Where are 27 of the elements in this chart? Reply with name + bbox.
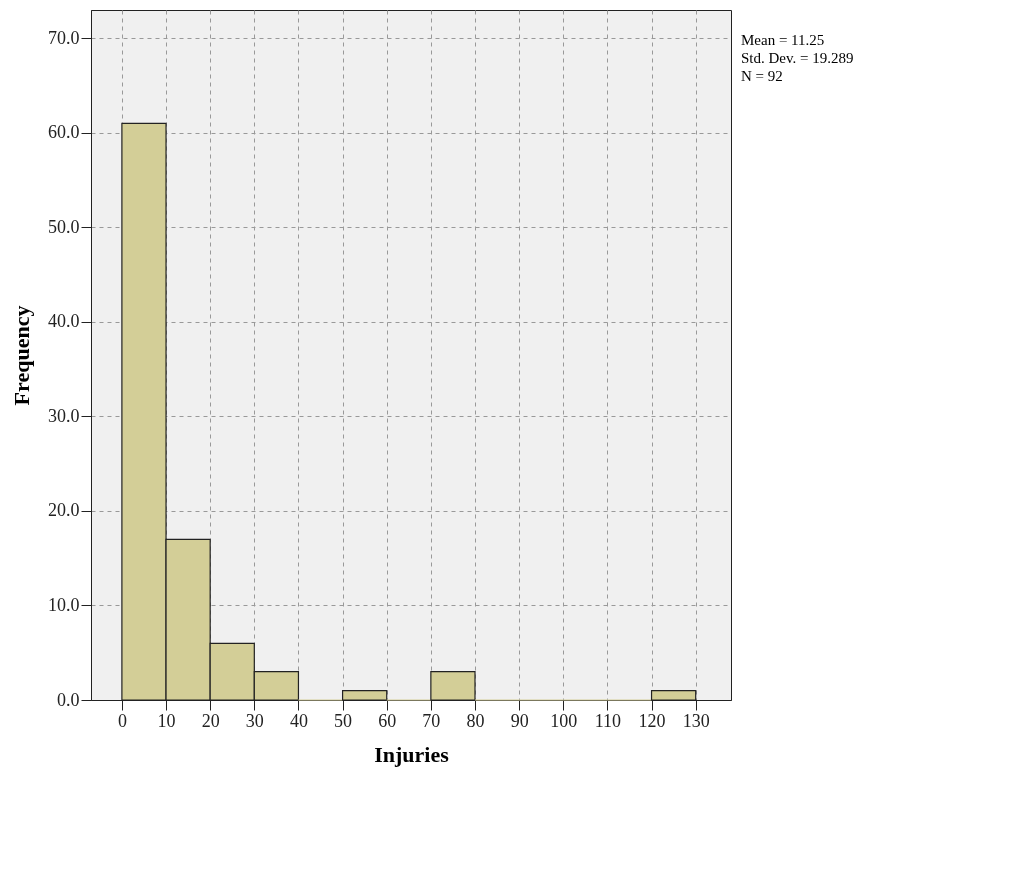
x-tick-label: 120 bbox=[638, 710, 666, 731]
y-axis-title: Frequency bbox=[9, 305, 34, 406]
y-tick-label: 0.0 bbox=[57, 689, 80, 710]
y-tick-label: 30.0 bbox=[48, 405, 80, 426]
x-tick-label: 100 bbox=[550, 710, 578, 731]
x-tick-label: 110 bbox=[594, 710, 622, 731]
text: N = 92 bbox=[741, 68, 783, 84]
y-tick-label: 40.0 bbox=[48, 311, 80, 332]
x-tick-label: 60 bbox=[378, 710, 397, 731]
x-axis-title: Injuries bbox=[374, 741, 450, 767]
y-tick-label: 20.0 bbox=[48, 500, 80, 521]
x-tick-label: 90 bbox=[510, 710, 529, 731]
y-tick-label: 10.0 bbox=[48, 594, 80, 615]
x-tick-label: 20 bbox=[201, 710, 220, 731]
y-tick-label: 50.0 bbox=[48, 216, 80, 237]
x-tick-label: 10 bbox=[157, 710, 176, 731]
text: Mean = 11.25 bbox=[741, 32, 825, 48]
y-tick-label: 60.0 bbox=[48, 122, 80, 143]
x-tick-label: 50 bbox=[334, 710, 353, 731]
x-tick-label: 80 bbox=[466, 710, 485, 731]
x-tick-label: 130 bbox=[682, 710, 710, 731]
x-tick-label: 40 bbox=[289, 710, 308, 731]
x-tick-label: 0 bbox=[117, 710, 127, 731]
y-tick-label: 70.0 bbox=[48, 27, 80, 48]
x-tick-label: 70 bbox=[422, 710, 441, 731]
text: Std. Dev. = 19.289 bbox=[741, 50, 854, 66]
x-tick-label: 30 bbox=[245, 710, 264, 731]
